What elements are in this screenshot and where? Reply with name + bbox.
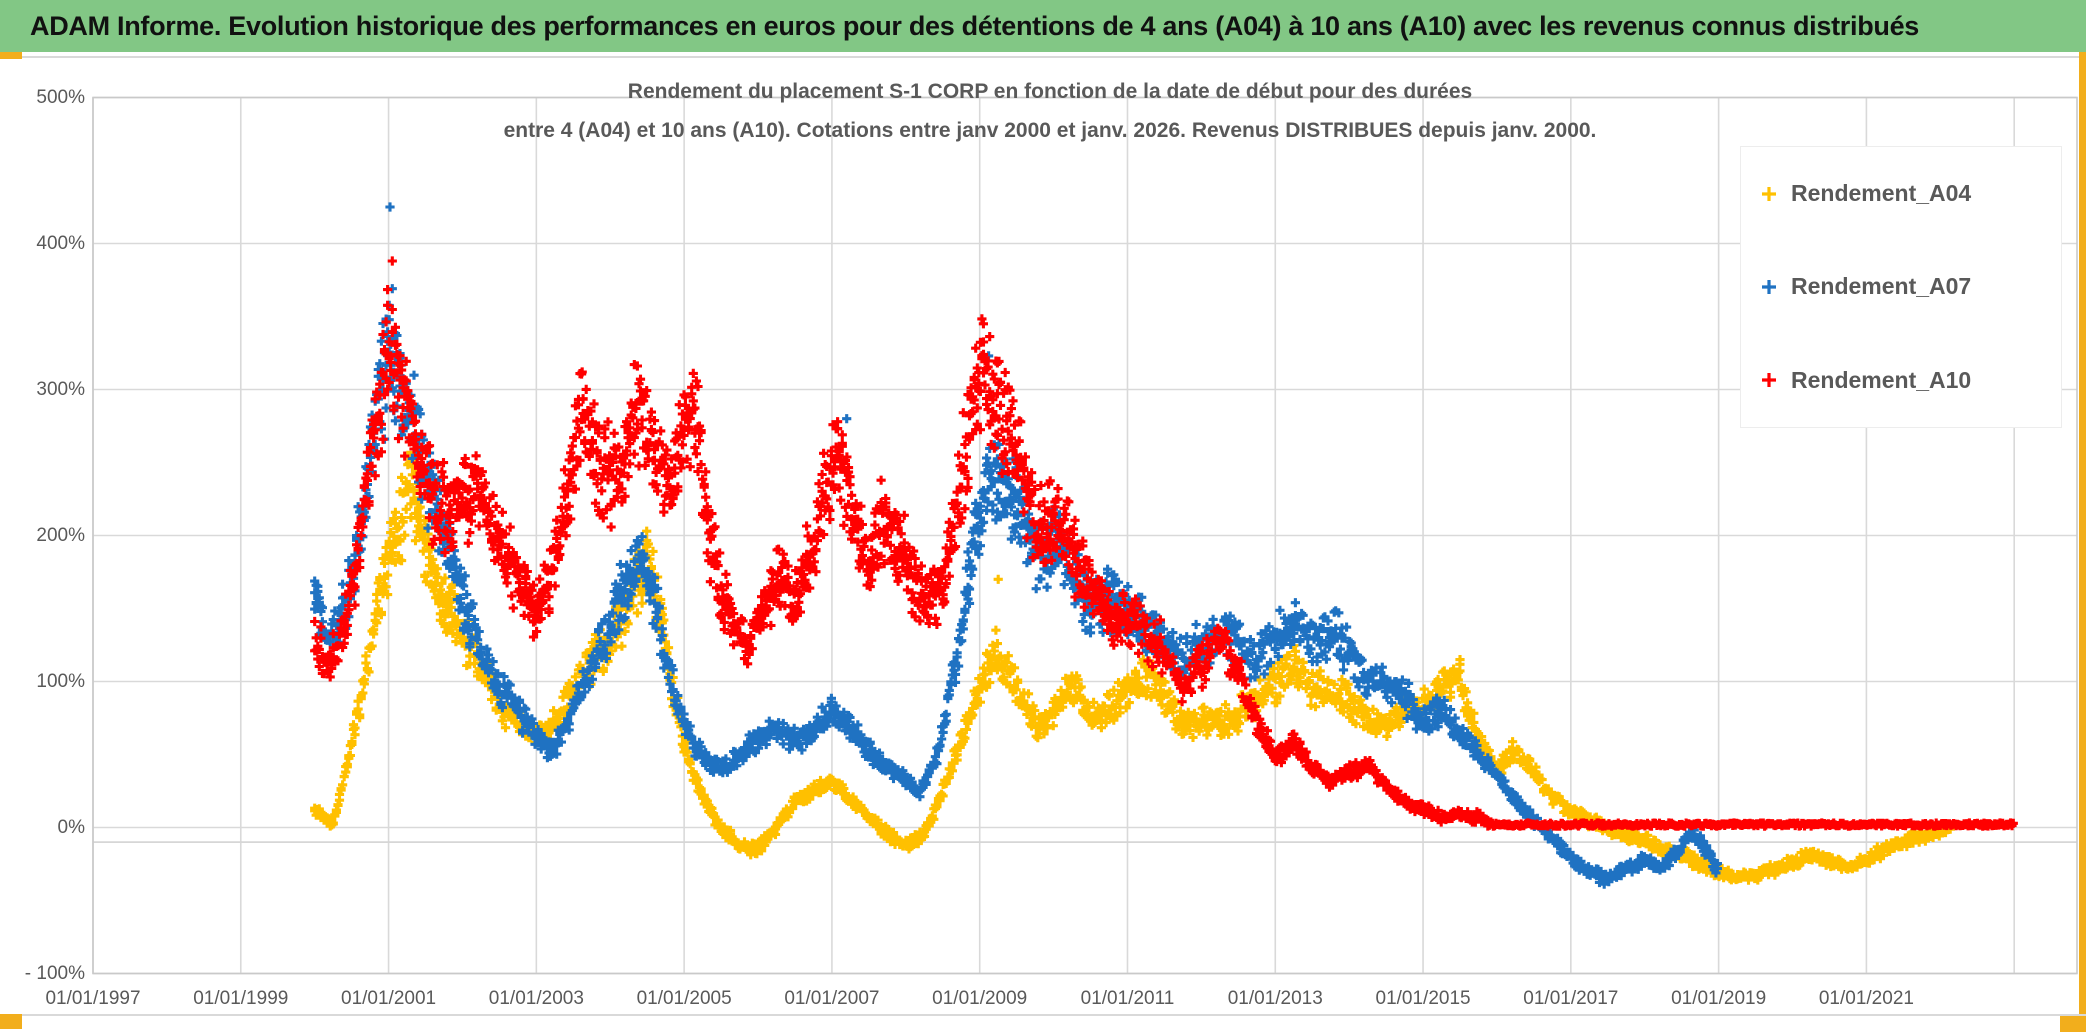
series-Rendement_A10	[310, 256, 1497, 831]
legend-item-a07[interactable]: Rendement_A07	[1759, 257, 2061, 317]
x-axis-label: 01/01/2001	[341, 988, 437, 1009]
header-bar: ADAM Informe. Evolution historique des p…	[0, 0, 2086, 52]
x-axis-label: 01/01/2011	[1080, 988, 1175, 1009]
x-axis-label: 01/01/2003	[488, 988, 584, 1009]
x-axis-label: 01/01/2015	[1375, 988, 1471, 1009]
header-title: ADAM Informe. Evolution historique des p…	[30, 10, 1920, 41]
x-axis-label: 01/01/2005	[636, 988, 732, 1009]
x-axis-label: 01/01/2013	[1227, 988, 1323, 1009]
x-axis-label: 01/01/2019	[1671, 988, 1767, 1009]
legend-label: Rendement_A07	[1791, 273, 1972, 300]
legend-label: Rendement_A10	[1791, 366, 1972, 393]
x-axis-label: 01/01/2017	[1523, 988, 1619, 1009]
top-left-accent	[0, 52, 22, 59]
footer-divider	[0, 1014, 2086, 1016]
x-axis-label: 01/01/1997	[45, 988, 141, 1009]
header-divider	[0, 56, 2086, 58]
bottom-right-accent	[2060, 1016, 2086, 1032]
plus-marker-icon	[1762, 186, 1776, 201]
x-axis-label: 01/01/2007	[784, 988, 880, 1009]
right-edge-accent	[2079, 52, 2086, 1032]
plus-marker-icon	[1762, 279, 1776, 294]
x-axis-label: 01/01/2021	[1818, 988, 1914, 1009]
legend-label: Rendement_A04	[1791, 180, 1972, 207]
y-axis-label: 300%	[36, 378, 85, 400]
y-axis-label: - 100%	[24, 962, 85, 984]
legend-item-a10[interactable]: Rendement_A10	[1759, 350, 2061, 410]
chart-legend: Rendement_A04 Rendement_A07 Rendement_A1…	[1740, 146, 2062, 428]
legend-item-a04[interactable]: Rendement_A04	[1759, 164, 2061, 224]
y-axis-label: 0%	[57, 816, 85, 838]
x-axis-label: 01/01/2009	[932, 988, 1028, 1009]
y-axis-label: 100%	[36, 670, 85, 692]
series-Rendement_A07	[310, 202, 1722, 889]
y-axis-label: 500%	[36, 86, 85, 108]
x-axis-label: 01/01/1999	[193, 988, 289, 1009]
y-axis-label: 200%	[36, 524, 85, 546]
red-flat-markers	[1488, 818, 2018, 831]
bottom-left-accent	[0, 1014, 22, 1029]
y-axis-label: 400%	[36, 232, 85, 254]
scatter-chart	[92, 96, 2078, 975]
plot-border	[92, 96, 2078, 975]
plus-marker-icon	[1762, 373, 1776, 388]
